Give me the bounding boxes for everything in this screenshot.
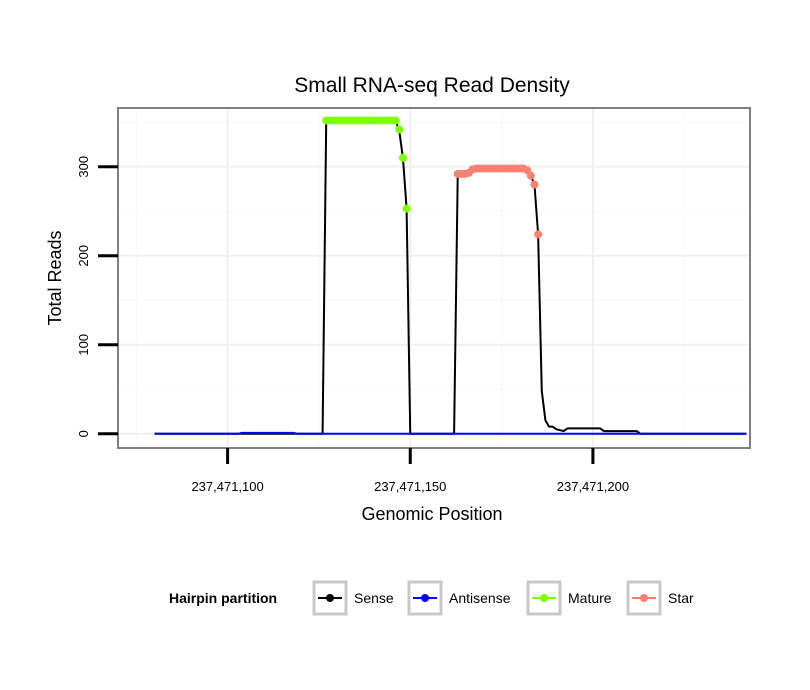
y-axis: 0 100 200 300 (76, 156, 118, 437)
antisense-series-line (154, 431, 747, 435)
mature-point (402, 204, 411, 213)
star-point (530, 180, 539, 189)
x-axis-title: Genomic Position (361, 504, 502, 524)
legend-label: Mature (568, 590, 612, 606)
legend-label: Star (668, 590, 694, 606)
legend-title: Hairpin partition (169, 590, 277, 606)
mature-point (395, 125, 404, 134)
x-tick-label: 237,471,100 (191, 479, 263, 494)
legend-key-point (640, 594, 648, 602)
legend-key-point (326, 594, 334, 602)
sense-series-line (154, 119, 747, 435)
x-axis: 237,471,100 237,471,150 237,471,200 (191, 448, 629, 494)
panel-border (117, 107, 751, 449)
x-tick-label: 237,471,150 (374, 479, 446, 494)
mature-point (391, 116, 400, 125)
mature-point (398, 153, 407, 162)
series-layer (154, 116, 747, 435)
plot-panel (118, 108, 750, 448)
legend-key-point (540, 594, 548, 602)
y-tick-label: 300 (76, 156, 91, 178)
legend-label: Sense (354, 590, 394, 606)
legend-entry-mature: Mature (526, 580, 612, 616)
legend-entry-antisense: Antisense (407, 580, 511, 616)
panel-background (118, 108, 750, 448)
star-point (526, 171, 535, 180)
star-point (534, 230, 543, 239)
legend: Hairpin partition Sense Antisense Mature St… (169, 580, 694, 616)
legend-key-point (421, 594, 429, 602)
legend-entry-star: Star (626, 580, 694, 616)
legend-entry-sense: Sense (312, 580, 394, 616)
x-tick-label: 237,471,200 (557, 479, 629, 494)
y-tick-label: 0 (76, 430, 91, 437)
y-tick-label: 200 (76, 245, 91, 267)
legend-label: Antisense (449, 590, 511, 606)
chart-title: Small RNA-seq Read Density (294, 74, 570, 97)
y-axis-title: Total Reads (45, 230, 65, 325)
y-tick-label: 100 (76, 334, 91, 356)
legend-entries: Sense Antisense Mature Star (312, 580, 694, 616)
